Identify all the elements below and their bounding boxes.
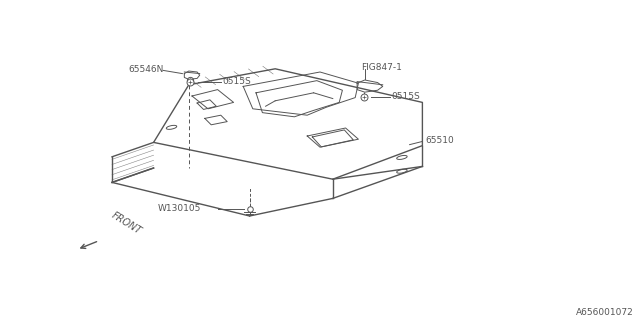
Text: FIG847-1: FIG847-1 — [362, 63, 403, 72]
Text: 0515S: 0515S — [392, 92, 420, 101]
Text: 65546N: 65546N — [128, 65, 163, 74]
Text: 65510: 65510 — [426, 136, 454, 145]
Text: W130105: W130105 — [158, 204, 202, 213]
Text: A656001072: A656001072 — [576, 308, 634, 317]
Text: 0515S: 0515S — [222, 77, 251, 86]
Text: FRONT: FRONT — [110, 211, 143, 237]
